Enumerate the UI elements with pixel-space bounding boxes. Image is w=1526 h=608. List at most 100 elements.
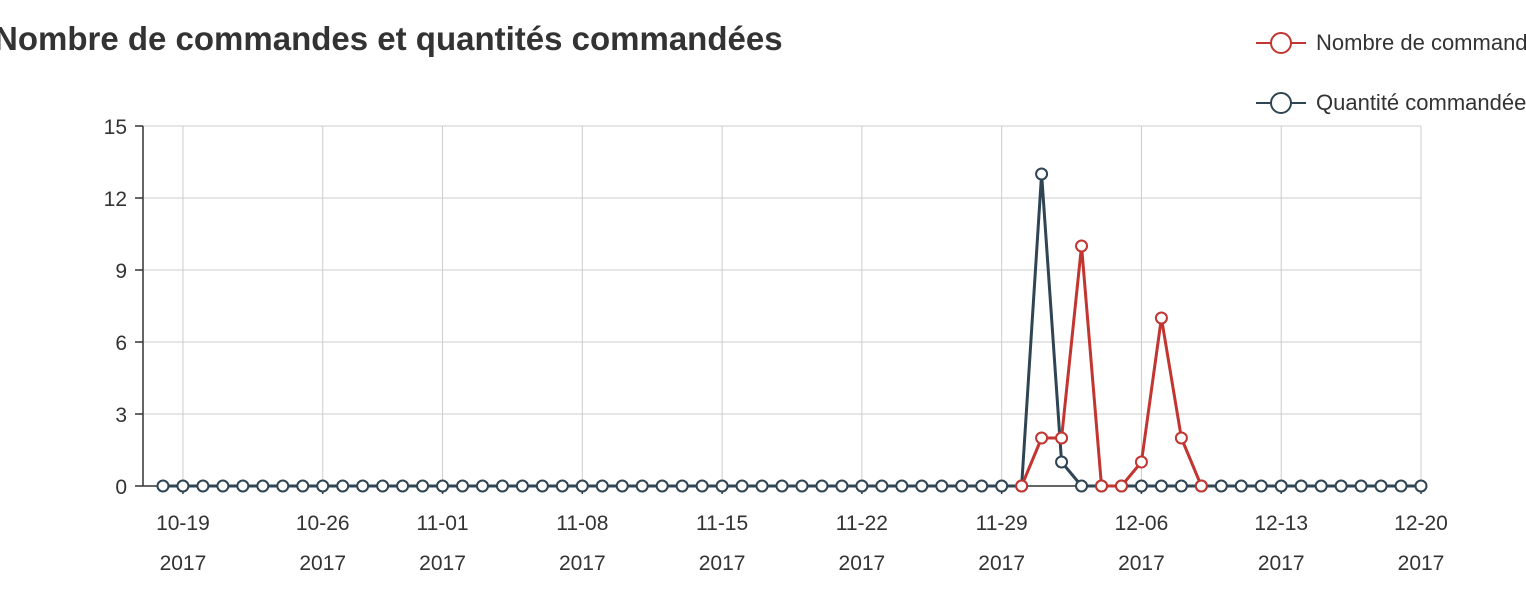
legend-item-quantity[interactable]: Quantité commandée	[1256, 86, 1526, 120]
data-point-quantity	[1274, 479, 1288, 493]
data-point-quantity	[1174, 479, 1188, 493]
data-point-quantity	[935, 479, 949, 493]
x-tick-label: 11-29	[976, 512, 1028, 535]
data-point-quantity	[156, 479, 170, 493]
data-point-orders	[1134, 455, 1148, 469]
grid	[143, 125, 1422, 486]
data-point-quantity	[575, 479, 589, 493]
data-point-orders	[1114, 479, 1128, 493]
x-tick-label: 12-20	[1394, 512, 1448, 535]
axes: 0 3 6 9 12 15 10-19 2017 10-26 2017 11-01 2017 11-08…	[104, 116, 1448, 575]
data-point-quantity	[1394, 479, 1408, 493]
x-tick-label: 11-08	[556, 512, 608, 535]
x-tick-label: 2017	[559, 552, 606, 575]
series-line-orders	[1020, 244, 1203, 488]
legend-label-quantity: Quantité commandée	[1316, 90, 1526, 115]
data-point-orders	[1194, 479, 1208, 493]
x-tick-label: 10-26	[296, 512, 350, 535]
data-point-quantity	[495, 479, 509, 493]
data-point-quantity	[475, 479, 489, 493]
data-point-quantity	[1214, 479, 1228, 493]
data-point-quantity	[875, 479, 889, 493]
data-point-quantity	[1134, 479, 1148, 493]
data-point-quantity	[515, 479, 529, 493]
data-point-quantity	[1354, 479, 1368, 493]
y-tick-label: 3	[115, 404, 127, 427]
data-point-orders	[1154, 311, 1168, 325]
x-tick-label: 12-13	[1254, 512, 1308, 535]
data-point-quantity	[675, 479, 689, 493]
x-tick-label: 2017	[1118, 552, 1165, 575]
data-point-quantity	[735, 479, 749, 493]
data-point-orders	[1035, 431, 1049, 445]
x-tick-label: 2017	[419, 552, 466, 575]
data-point-quantity	[635, 479, 649, 493]
data-point-orders	[1055, 431, 1069, 445]
data-point-quantity	[855, 479, 869, 493]
data-point-quantity	[336, 479, 350, 493]
data-point-quantity	[535, 479, 549, 493]
data-point-quantity	[655, 479, 669, 493]
series-line-quantity	[162, 172, 1421, 488]
data-point-quantity	[276, 479, 290, 493]
data-point-quantity	[995, 479, 1009, 493]
data-point-quantity	[1075, 479, 1089, 493]
data-point-quantity	[755, 479, 769, 493]
data-point-quantity	[835, 479, 849, 493]
data-point-quantity	[1414, 479, 1428, 493]
data-point-quantity	[555, 479, 569, 493]
data-point-quantity	[1055, 455, 1069, 469]
data-point-orders	[1015, 479, 1029, 493]
x-tick-label: 12-06	[1115, 512, 1169, 535]
data-point-quantity	[256, 479, 270, 493]
legend-marker-quantity-icon	[1256, 92, 1306, 114]
data-point-quantity	[615, 479, 629, 493]
y-tick-label: 6	[115, 332, 127, 355]
chart-title: Nombre de commandes et quantités command…	[0, 20, 783, 57]
x-tick-label: 2017	[699, 552, 746, 575]
x-tick-label: 11-22	[836, 512, 888, 535]
data-point-quantity	[376, 479, 390, 493]
data-point-quantity	[1314, 479, 1328, 493]
data-point-quantity	[715, 479, 729, 493]
data-point-quantity	[595, 479, 609, 493]
data-point-quantity	[216, 479, 230, 493]
data-point-quantity	[955, 479, 969, 493]
y-tick-label: 15	[104, 116, 127, 139]
data-point-quantity	[316, 479, 330, 493]
data-point-quantity	[795, 479, 809, 493]
data-point-orders	[1075, 239, 1089, 253]
data-point-quantity	[1374, 479, 1388, 493]
y-tick-label: 9	[115, 260, 127, 283]
data-point-quantity	[1334, 479, 1348, 493]
data-point-quantity	[456, 479, 469, 493]
data-point-quantity	[1254, 479, 1268, 493]
data-point-quantity	[196, 479, 210, 493]
x-tick-label: 2017	[160, 552, 207, 575]
data-point-quantity	[416, 479, 430, 493]
x-tick-label: 11-01	[416, 512, 468, 535]
data-point-quantity	[1035, 167, 1049, 181]
legend-item-orders[interactable]: Nombre de commandes	[1256, 26, 1526, 60]
legend-marker-orders-icon	[1256, 32, 1306, 54]
data-point-quantity	[296, 479, 310, 493]
data-point-quantity	[396, 479, 410, 493]
series	[156, 167, 1428, 493]
data-point-quantity	[1234, 479, 1248, 493]
data-point-quantity	[915, 479, 929, 493]
data-point-orders	[1095, 479, 1108, 493]
data-point-quantity	[895, 479, 909, 493]
data-point-quantity	[815, 479, 829, 493]
data-point-quantity	[1154, 479, 1168, 493]
x-tick-label: 2017	[299, 552, 346, 575]
legend-label-orders: Nombre de commandes	[1316, 30, 1526, 55]
x-tick-label: 2017	[839, 552, 886, 575]
legend: Nombre de commandes Quantité commandée	[1256, 26, 1526, 126]
data-point-quantity	[236, 479, 250, 493]
x-tick-label: 2017	[1258, 552, 1305, 575]
data-point-quantity	[1294, 479, 1308, 493]
x-tick-label: 11-15	[696, 512, 748, 535]
y-tick-label: 0	[115, 476, 127, 499]
data-point-quantity	[436, 479, 450, 493]
data-point-quantity	[775, 479, 789, 493]
